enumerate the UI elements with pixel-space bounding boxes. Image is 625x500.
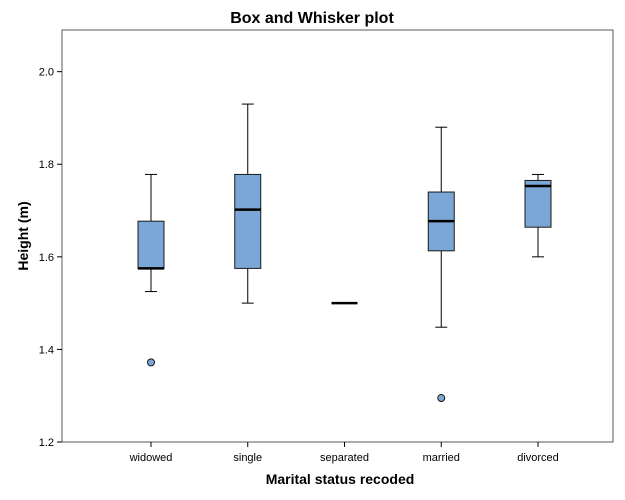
box-body [234, 173, 262, 269]
x-axis-title: Marital status recoded [266, 471, 415, 487]
box-widowed [137, 173, 165, 367]
plot-area-frame [61, 29, 614, 443]
outlier-point [437, 394, 446, 403]
x-tick-label: divorced [517, 452, 559, 464]
box-married [427, 126, 455, 403]
x-tick-label: widowed [129, 452, 173, 464]
x-axis: widowed single separated married divorced [129, 442, 559, 464]
box-divorced [524, 173, 552, 258]
x-tick-label: separated [320, 452, 369, 464]
box-series [137, 103, 552, 403]
box-body [524, 179, 552, 228]
y-tick-label: 1.2 [39, 437, 54, 449]
y-tick-label: 1.6 [39, 252, 54, 264]
chart-title: Box and Whisker plot [230, 10, 394, 27]
y-tick-label: 2.0 [39, 67, 54, 79]
y-axis: 1.2 1.4 1.6 1.8 2.0 [39, 67, 62, 449]
y-axis-title: Height (m) [15, 201, 31, 270]
x-tick-label: married [423, 452, 460, 464]
box-body [137, 220, 165, 269]
y-tick-label: 1.8 [39, 159, 54, 171]
outlier-point [147, 358, 155, 367]
x-tick-label: single [233, 452, 262, 464]
y-tick-label: 1.4 [39, 344, 54, 356]
box-single [234, 103, 262, 304]
